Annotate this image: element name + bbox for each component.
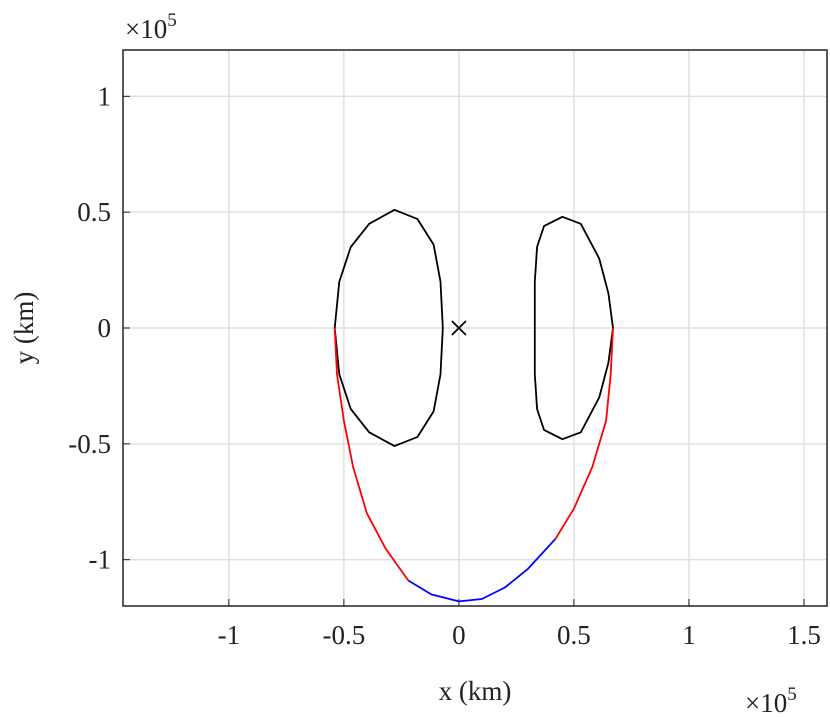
x-axis-label: x (km) xyxy=(439,676,512,706)
x-multiplier-base: ×10 xyxy=(745,688,787,717)
y-multiplier-base: ×10 xyxy=(125,14,167,44)
y-multiplier-exponent: 5 xyxy=(167,10,177,31)
x-multiplier: ×105 xyxy=(745,684,797,717)
y-tick-label: 0 xyxy=(98,313,112,343)
curve xyxy=(407,538,557,603)
x-tick-label: -1 xyxy=(218,620,241,650)
x-tick-label: 0.5 xyxy=(557,620,591,650)
x-tick-label: 1 xyxy=(682,620,696,650)
y-tick-label: -0.5 xyxy=(68,429,111,459)
y-multiplier: ×105 xyxy=(125,10,177,44)
x-tick-label: 0 xyxy=(452,620,466,650)
y-axis-label: y (km) xyxy=(9,292,39,365)
y-tick-label: -1 xyxy=(89,545,112,575)
curve xyxy=(333,327,410,582)
x-multiplier-exponent: 5 xyxy=(787,684,797,705)
x-tick-label: -0.5 xyxy=(322,620,365,650)
curve xyxy=(333,208,444,447)
plot-frame xyxy=(122,49,828,607)
y-tick-label: 1 xyxy=(98,81,112,111)
curve xyxy=(554,327,614,540)
y-tick-label: 0.5 xyxy=(77,197,111,227)
x-tick-label: 1.5 xyxy=(787,620,821,650)
marker xyxy=(451,320,467,336)
